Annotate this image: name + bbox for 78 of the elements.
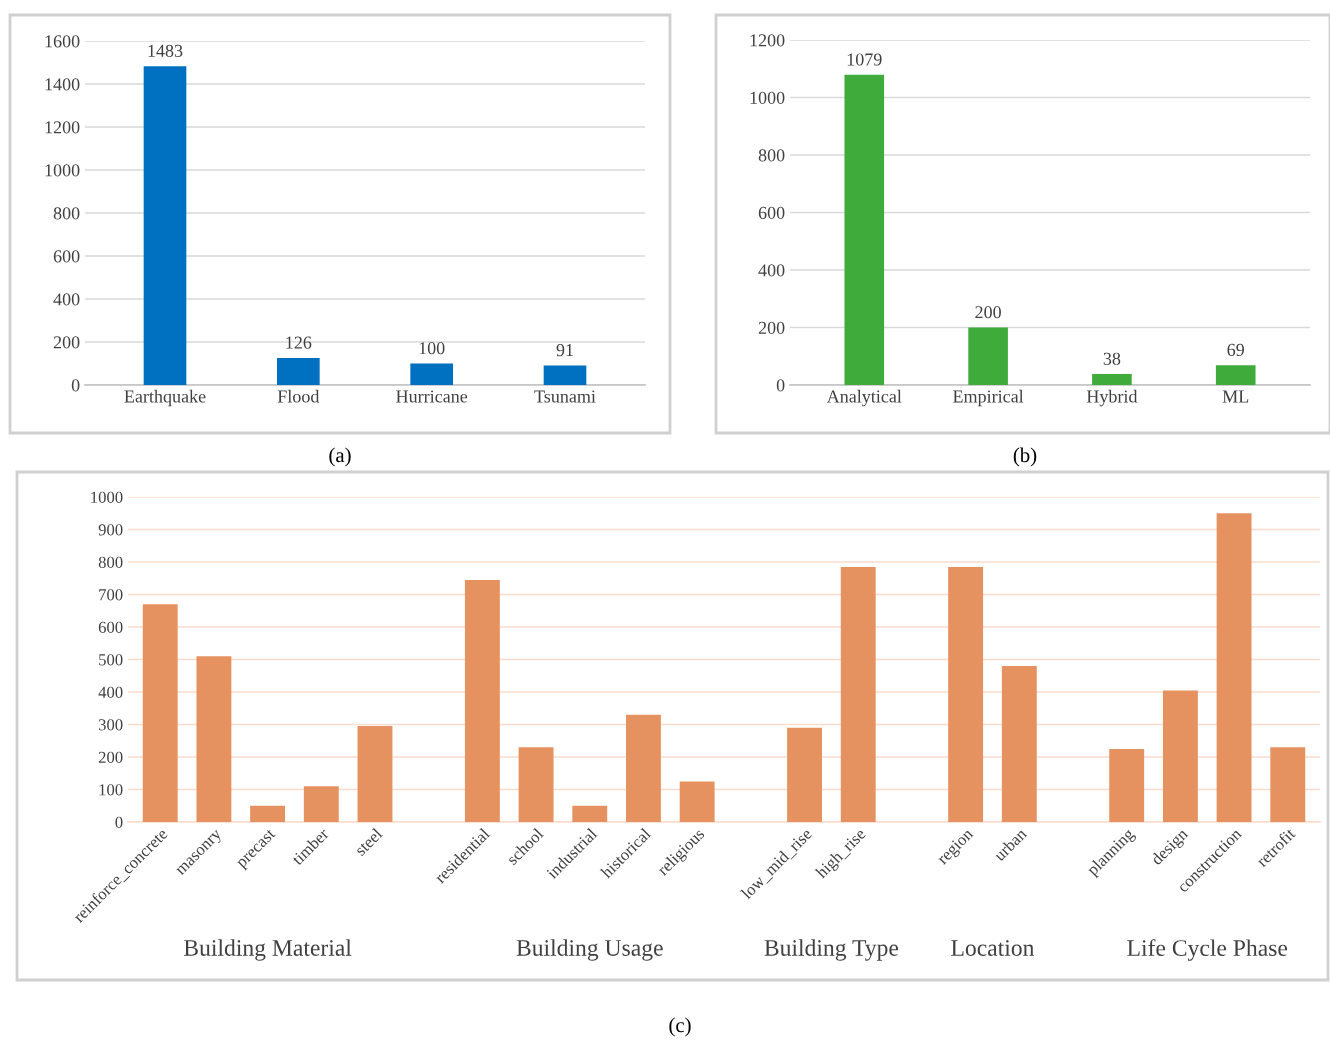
x-tick-label: steel (353, 827, 384, 857)
y-tick-label: 1400 (45, 78, 80, 91)
bar (1092, 374, 1132, 385)
bar (572, 805, 608, 822)
x-tick-label: Hurricane (396, 390, 468, 403)
text: (c) (669, 1017, 691, 1037)
y-tick-label: 0 (115, 816, 123, 828)
y-tick-label: 0 (71, 379, 80, 392)
y-tick-label: 400 (758, 264, 785, 277)
data-label: 100 (419, 342, 445, 355)
y-tick-label: 700 (99, 589, 123, 601)
x-tick-label: Analytical (826, 389, 902, 407)
y-tick-label: 0 (776, 379, 785, 392)
y-tick-label: 1600 (45, 35, 80, 48)
y-tick-label: 200 (758, 321, 785, 334)
bar (518, 747, 554, 822)
text: Location (951, 940, 1035, 956)
x-tick-label: Flood (277, 389, 320, 403)
text: (a) (329, 447, 351, 467)
text: Life Cycle Phase (1127, 939, 1288, 961)
y-tick-label: 600 (98, 621, 123, 633)
bar (196, 656, 232, 822)
y-tick-label: 200 (98, 751, 123, 763)
data-label: 38 (1103, 352, 1121, 365)
y-tick-label: 100 (99, 784, 123, 796)
bar (1215, 365, 1256, 385)
y-tick-label: 900 (98, 524, 123, 536)
bar (787, 727, 822, 822)
bar (679, 781, 715, 822)
data-label: 1483 (148, 44, 183, 57)
bar (948, 566, 984, 822)
bar (1216, 513, 1252, 822)
text: Building Material (184, 939, 352, 961)
bar (844, 74, 885, 385)
bar (543, 365, 587, 385)
data-label: 69 (1227, 343, 1244, 356)
y-tick-label: 1200 (45, 121, 80, 134)
y-tick-label: 400 (98, 686, 123, 698)
data-label: 1079 (847, 53, 882, 66)
bar (1109, 748, 1145, 822)
data-label: 91 (556, 344, 573, 357)
bar (840, 566, 876, 822)
y-tick-label: 1000 (45, 164, 80, 177)
x-tick-label: Hybrid (1086, 389, 1138, 407)
text: Building Type (764, 939, 899, 961)
text: (b) (1013, 447, 1037, 467)
bar (357, 726, 393, 822)
bar (250, 805, 286, 822)
y-tick-label: 600 (758, 206, 785, 219)
data-label: 200 (975, 306, 1001, 319)
y-tick-label: 800 (53, 207, 80, 220)
y-tick-label: 1000 (750, 91, 785, 104)
y-tick-label: 600 (53, 250, 80, 263)
x-tick-label: Empirical (953, 389, 1024, 407)
y-tick-label: 800 (758, 149, 785, 162)
bar (1270, 747, 1306, 822)
bar (626, 714, 661, 822)
bar (143, 66, 187, 385)
y-tick-label: 300 (98, 719, 123, 731)
bar (968, 327, 1008, 385)
bar (410, 363, 453, 385)
y-tick-label: 1200 (750, 34, 785, 47)
bar (277, 357, 320, 385)
bar (464, 579, 500, 822)
y-tick-label: 400 (53, 293, 80, 306)
x-tick-label: ML (1222, 390, 1249, 403)
bar (1162, 690, 1198, 822)
y-tick-label: 200 (53, 336, 80, 349)
x-tick-label: Earthquake (124, 389, 206, 407)
y-tick-label: 500 (99, 654, 123, 666)
x-tick-label: Tsunami (534, 390, 596, 403)
bar (142, 604, 178, 822)
data-label: 126 (286, 336, 312, 349)
y-tick-label: 800 (98, 556, 123, 568)
text: Building Usage (516, 939, 663, 961)
y-tick-label: 1000 (91, 491, 123, 503)
bar (303, 786, 339, 822)
bar (1001, 666, 1037, 822)
